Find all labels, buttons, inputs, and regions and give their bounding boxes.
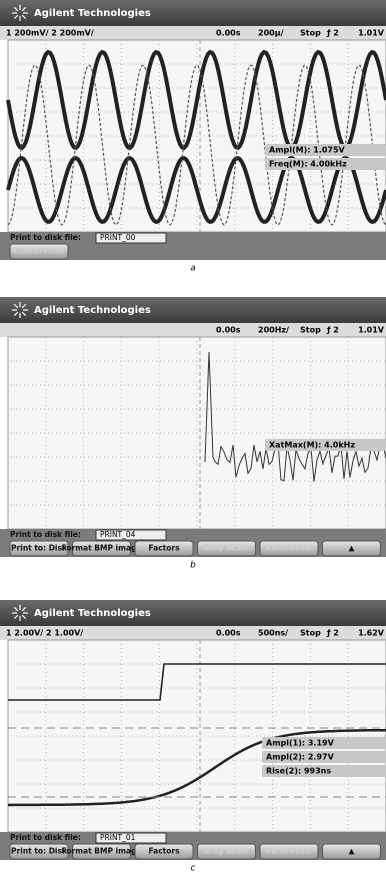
header-title: Agilent Technologies — [34, 8, 151, 19]
time-offset: 0.00s — [216, 629, 241, 638]
softkey-label[interactable]: ▲ — [349, 544, 355, 553]
file-name: PRINT_01 — [100, 833, 136, 842]
caption: a — [190, 264, 196, 274]
timebase: 500ns/ — [258, 629, 288, 638]
timebase: 200Hz/ — [258, 326, 289, 335]
softkey-label[interactable]: Cancel Print — [13, 247, 65, 256]
softkey-label[interactable]: Gray Scale — [204, 847, 249, 856]
measurement: Rise(2): 993ns — [266, 767, 331, 776]
figure: Agilent Technologies 1 200mV/ 2 200mV/0.0… — [0, 0, 386, 880]
softkey-label[interactable]: Form Feed — [267, 847, 311, 856]
measurement: Freq(M): 4.00kHz — [269, 160, 347, 169]
softkey-label[interactable]: Print to: Disk — [11, 544, 68, 553]
trigger: ƒ 2 — [326, 629, 339, 638]
trigger-level: 1.62V — [358, 629, 385, 638]
file-label: Print to disk file: — [10, 833, 81, 842]
softkey-label[interactable]: ▲ — [349, 847, 355, 856]
measurement: Ampl(2): 2.97V — [266, 753, 335, 762]
file-name: PRINT_00 — [100, 233, 136, 242]
timebase: 200µ/ — [258, 29, 284, 38]
measurement: XatMax(M): 4.0kHz — [269, 441, 355, 450]
file-label: Print to disk file: — [10, 233, 81, 242]
softkey-label[interactable]: Format BMP image — [62, 544, 142, 553]
softkey-label[interactable]: Factors — [148, 847, 180, 856]
measurement: Ampl(M): 1.075V — [269, 146, 346, 155]
run-status: Stop — [300, 629, 321, 638]
softkey-label[interactable]: Factors — [148, 544, 180, 553]
caption: c — [191, 864, 196, 874]
file-name: PRINT_04 — [100, 530, 136, 539]
header-title: Agilent Technologies — [34, 305, 151, 316]
softkey-label[interactable]: Print to: Disk — [11, 847, 68, 856]
file-label: Print to disk file: — [10, 530, 81, 539]
caption: b — [190, 561, 196, 571]
trigger: ƒ 2 — [326, 29, 339, 38]
run-status: Stop — [300, 29, 321, 38]
trigger: ƒ 2 — [326, 326, 339, 335]
channel-scale: 1 2.00V/ 2 1.00V/ — [6, 629, 83, 638]
run-status: Stop — [300, 326, 321, 335]
softkey-label[interactable]: Format BMP image — [62, 847, 142, 856]
channel-scale: 1 200mV/ 2 200mV/ — [6, 29, 94, 38]
measurement: Ampl(1): 3.19V — [266, 739, 335, 748]
header-title: Agilent Technologies — [34, 608, 151, 619]
time-offset: 0.00s — [216, 326, 241, 335]
time-offset: 0.00s — [216, 29, 241, 38]
trigger-level: 1.01V — [358, 326, 385, 335]
softkey-label[interactable]: Gray Scale — [204, 544, 249, 553]
softkey-label[interactable]: Form Feed — [267, 544, 311, 553]
trigger-level: 1.01V — [358, 29, 385, 38]
